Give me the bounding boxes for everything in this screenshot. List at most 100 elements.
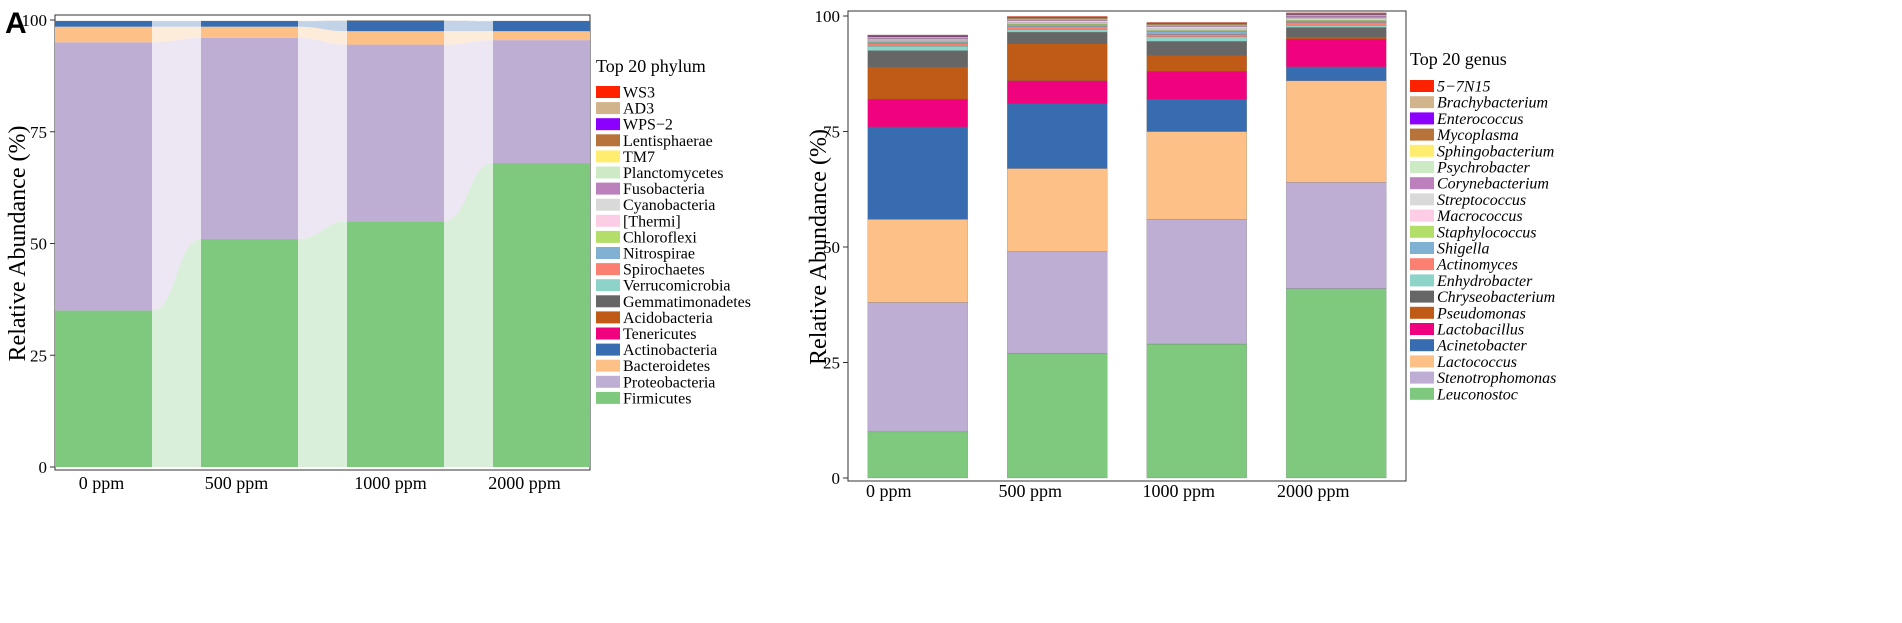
y-tick-label: 75 bbox=[30, 123, 47, 142]
legend-swatch-5-7n15 bbox=[1410, 80, 1434, 92]
flow-proteobacteria-2 bbox=[298, 37, 347, 240]
legend-label-firmicutes: Firmicutes bbox=[623, 390, 691, 407]
legend-label-lentisphaerae: Lentisphaerae bbox=[623, 133, 713, 150]
legend-swatch-ws3 bbox=[596, 86, 620, 98]
bar-segment-chryseobacterium-2000-ppm bbox=[1286, 27, 1387, 38]
flow-bacteroidetes-1 bbox=[152, 26, 201, 43]
bar-segment-acinetobacter-2000-ppm bbox=[1286, 66, 1387, 81]
legend-label-mycoplasma: Mycoplasma bbox=[1436, 127, 1519, 144]
legend-label-tm7: TM7 bbox=[623, 149, 655, 166]
legend-swatch-gemmatimonadetes bbox=[596, 295, 620, 308]
bar-segment-lactococcus-2000-ppm bbox=[1286, 80, 1387, 183]
legend-swatch-bacteroidetes bbox=[596, 359, 620, 372]
bar-segment-stenotrophomonas-2000-ppm bbox=[1286, 182, 1387, 289]
bar-segment-lactobacillus-2000-ppm bbox=[1286, 38, 1387, 68]
legend-swatch-streptococcus bbox=[1410, 193, 1434, 206]
bar-segment-leuconostoc-500-ppm bbox=[1007, 353, 1108, 479]
flow-proteobacteria-1 bbox=[152, 37, 201, 311]
legend-label-cyanobacteria: Cyanobacteria bbox=[623, 197, 715, 214]
legend-label-shigella: Shigella bbox=[1437, 241, 1489, 258]
bar-segment-bacteroidetes-0-ppm bbox=[55, 26, 152, 43]
legend-swatch-lentisphaerae bbox=[596, 134, 620, 147]
bar-segment-lactococcus-0-ppm bbox=[867, 219, 968, 303]
bar-segment-acinetobacter-500-ppm bbox=[1007, 103, 1108, 169]
legend-label-lactococcus: Lactococcus bbox=[1436, 354, 1517, 371]
legend-label-chloroflexi: Chloroflexi bbox=[623, 229, 697, 246]
bar-segment-lactobacillus-0-ppm bbox=[867, 98, 968, 128]
y-tick-label: 50 bbox=[30, 235, 47, 254]
flow-firmicutes-1 bbox=[152, 239, 201, 467]
bar-segment-shigella-1000-ppm bbox=[1146, 30, 1247, 35]
bar-segment-lactococcus-1000-ppm bbox=[1146, 131, 1247, 220]
legend-swatch-chryseobacterium bbox=[1410, 290, 1434, 303]
x-category-label: 500 ppm bbox=[205, 473, 269, 493]
y-tick-label: 25 bbox=[823, 354, 840, 373]
flow-actinobacteria-1 bbox=[152, 21, 201, 27]
legend-label-nitrospirae: Nitrospirae bbox=[623, 246, 695, 263]
bar-segment-firmicutes-500-ppm bbox=[201, 239, 298, 467]
bar-segment-leuconostoc-2000-ppm bbox=[1286, 288, 1387, 479]
y-tick-label: 50 bbox=[823, 238, 840, 257]
bar-segment-chryseobacterium-500-ppm bbox=[1007, 31, 1108, 44]
legend-swatch-ad3 bbox=[596, 102, 620, 115]
bar-segment-shigella-500-ppm bbox=[1007, 24, 1108, 27]
legend-swatch-fusobacteria bbox=[596, 182, 620, 195]
flow-bacteroidetes-2 bbox=[298, 26, 347, 45]
legend-label-staphylococcus: Staphylococcus bbox=[1437, 224, 1537, 241]
flow-bacteroidetes-3 bbox=[444, 31, 493, 45]
legend-label-bacteroidetes: Bacteroidetes bbox=[623, 358, 710, 375]
x-category-label: 2000 ppm bbox=[488, 473, 561, 493]
bar-segment-macrococcus-1000-ppm bbox=[1146, 28, 1247, 31]
legend-label-acidobacteria: Acidobacteria bbox=[623, 310, 713, 327]
bar-segment-gemmatimonadetes-1000-ppm bbox=[347, 20, 444, 22]
legend-swatch-planctomycetes bbox=[596, 166, 620, 179]
bar-segment-actinobacteria-2000-ppm bbox=[493, 21, 590, 32]
legend-swatch-tm7 bbox=[596, 150, 620, 163]
legend-label-brachybacterium: Brachybacterium bbox=[1437, 95, 1548, 112]
bar-segment-actinomyces-2000-ppm bbox=[1286, 22, 1387, 26]
bar-segment-acinetobacter-0-ppm bbox=[867, 126, 968, 220]
bar-segment-streptococcus-1000-ppm bbox=[1146, 26, 1247, 30]
legend-swatch-thermi bbox=[596, 214, 620, 227]
legend-swatch-staphylococcus bbox=[1410, 225, 1434, 238]
legend-label-ad3: AD3 bbox=[623, 101, 654, 118]
legend-swatch-tenericutes bbox=[596, 327, 620, 340]
legend-swatch-enterococcus bbox=[1410, 112, 1434, 125]
legend-title: Top 20 phylum bbox=[596, 56, 706, 76]
flow-proteobacteria-3 bbox=[444, 40, 493, 222]
legend-swatch-actinobacteria bbox=[596, 343, 620, 356]
bar-segment-stenotrophomonas-1000-ppm bbox=[1146, 219, 1247, 345]
legend-swatch-proteobacteria bbox=[596, 375, 620, 388]
legend-swatch-stenotrophomonas bbox=[1410, 371, 1434, 384]
legend-swatch-enhydrobacter bbox=[1410, 274, 1434, 287]
y-axis-label: Relative Abundance (%) bbox=[806, 129, 832, 365]
legend-swatch-macrococcus bbox=[1410, 209, 1434, 222]
legend-swatch-verrucomicrobia bbox=[596, 279, 620, 292]
x-category-label: 0 ppm bbox=[79, 473, 125, 493]
legend-label-spirochaetes: Spirochaetes bbox=[623, 262, 705, 279]
bar-segment-proteobacteria-2000-ppm bbox=[493, 40, 590, 164]
bar-segment-actinobacteria-500-ppm bbox=[201, 21, 298, 27]
bar-segment-chryseobacterium-0-ppm bbox=[867, 50, 968, 68]
legend-swatch-shigella bbox=[1410, 242, 1434, 254]
legend-label-enhydrobacter: Enhydrobacter bbox=[1436, 273, 1533, 290]
bar-segment-proteobacteria-1000-ppm bbox=[347, 44, 444, 222]
legend-swatch-sphingobacterium bbox=[1410, 144, 1434, 157]
bar-segment-chryseobacterium-1000-ppm bbox=[1146, 41, 1247, 56]
bar-segment-enhydrobacter-500-ppm bbox=[1007, 29, 1108, 33]
bar-segment-pseudomonas-500-ppm bbox=[1007, 43, 1108, 81]
bar-segment-firmicutes-2000-ppm bbox=[493, 163, 590, 468]
x-category-label: 500 ppm bbox=[998, 481, 1062, 501]
bar-segment-enhydrobacter-2000-ppm bbox=[1286, 24, 1387, 28]
bar-segment-firmicutes-0-ppm bbox=[55, 310, 152, 467]
legend-swatch-actinomyces bbox=[1410, 258, 1434, 271]
legend-label-chryseobacterium: Chryseobacterium bbox=[1437, 289, 1555, 306]
legend-label-pseudomonas: Pseudomonas bbox=[1436, 305, 1526, 322]
flow-actinobacteria-2 bbox=[298, 20, 347, 32]
bar-segment-staphylococcus-2000-ppm bbox=[1286, 19, 1387, 22]
y-axis-label: Relative Abundance (%) bbox=[5, 126, 31, 362]
bar-segment-acinetobacter-1000-ppm bbox=[1146, 98, 1247, 132]
legend-swatch-leuconostoc bbox=[1410, 387, 1434, 400]
bar-segment-lactococcus-500-ppm bbox=[1007, 168, 1108, 252]
